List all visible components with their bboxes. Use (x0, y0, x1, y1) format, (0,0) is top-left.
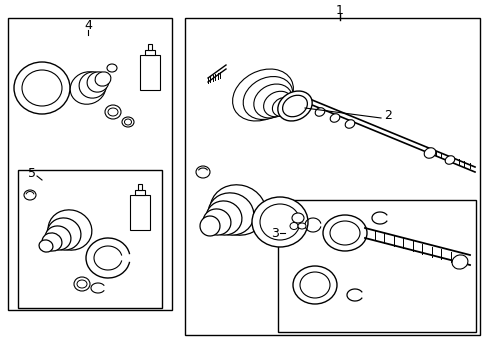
Ellipse shape (423, 148, 435, 158)
Ellipse shape (282, 95, 307, 117)
Ellipse shape (203, 209, 230, 235)
Ellipse shape (345, 120, 354, 128)
Ellipse shape (208, 193, 253, 235)
Ellipse shape (77, 280, 87, 288)
Polygon shape (148, 44, 152, 50)
Ellipse shape (42, 233, 62, 251)
Ellipse shape (451, 255, 467, 269)
Ellipse shape (277, 91, 311, 121)
Ellipse shape (124, 119, 131, 125)
Text: 3: 3 (270, 226, 278, 239)
Ellipse shape (232, 69, 293, 121)
Ellipse shape (299, 272, 329, 298)
Ellipse shape (70, 72, 105, 104)
Ellipse shape (79, 72, 107, 98)
Ellipse shape (107, 64, 117, 72)
Bar (18, 170, 162, 308)
Ellipse shape (444, 156, 454, 164)
Bar (8, 18, 172, 310)
Ellipse shape (87, 72, 109, 92)
Ellipse shape (292, 266, 336, 304)
Text: 2: 2 (383, 108, 391, 122)
Ellipse shape (315, 108, 324, 116)
Ellipse shape (22, 70, 62, 106)
Text: 5: 5 (28, 166, 36, 180)
Ellipse shape (297, 223, 305, 229)
Polygon shape (140, 55, 160, 90)
Ellipse shape (243, 77, 292, 120)
Ellipse shape (289, 222, 297, 230)
Ellipse shape (253, 84, 292, 118)
Ellipse shape (95, 72, 111, 86)
Ellipse shape (210, 185, 265, 235)
Ellipse shape (205, 201, 242, 235)
Polygon shape (145, 50, 155, 55)
Ellipse shape (74, 277, 90, 291)
Ellipse shape (272, 98, 293, 117)
Ellipse shape (260, 204, 299, 240)
Ellipse shape (24, 190, 36, 200)
Ellipse shape (14, 62, 70, 114)
Ellipse shape (196, 166, 209, 178)
Ellipse shape (48, 210, 92, 250)
Text: 1: 1 (335, 4, 343, 17)
Text: 4: 4 (84, 18, 92, 32)
Ellipse shape (323, 215, 366, 251)
Ellipse shape (122, 117, 134, 127)
Ellipse shape (200, 216, 220, 236)
Bar (184, 18, 479, 335)
Bar (278, 200, 475, 332)
Ellipse shape (39, 240, 53, 252)
Ellipse shape (45, 226, 71, 250)
Ellipse shape (251, 197, 307, 247)
Ellipse shape (105, 105, 121, 119)
Polygon shape (138, 184, 142, 190)
Ellipse shape (108, 108, 118, 116)
Ellipse shape (291, 213, 304, 223)
Polygon shape (135, 190, 145, 195)
Polygon shape (130, 195, 150, 230)
Ellipse shape (329, 114, 339, 122)
Ellipse shape (329, 221, 359, 245)
Ellipse shape (263, 91, 292, 117)
Ellipse shape (47, 218, 81, 250)
